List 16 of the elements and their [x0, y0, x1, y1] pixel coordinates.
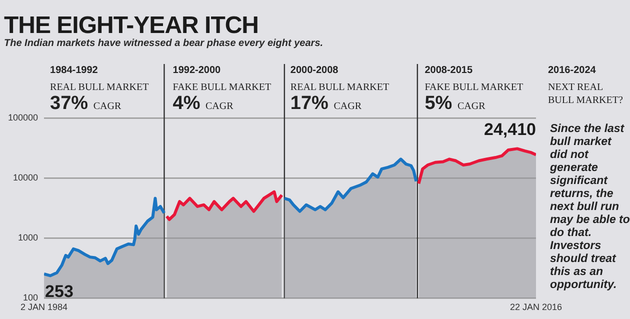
data-label: 253 — [45, 282, 74, 302]
y-tick-label: 100000 — [8, 112, 38, 122]
text: 2008-2015 FAKE BULL MARKET 5% CAGR — [424, 64, 524, 114]
chart-title: THE EIGHT-YEAR ITCH — [4, 12, 259, 39]
y-tick-label: 1000 — [18, 232, 38, 243]
text: 1992-2000 FAKE BULL MARKET 4% CAGR — [172, 64, 272, 114]
text: 1984-1992 REAL BULL MARKET 37% CAGR — [50, 64, 149, 114]
x-tick-label: 22 JAN 2016 — [510, 302, 562, 312]
text: 2000-2008 REAL BULL MARKET 17% CAGR — [290, 64, 390, 114]
text: Since the last bull market did not generate significant returns, the next bull run may be able to do that. Investors should treat this as an opportunity. — [550, 123, 630, 291]
y-tick-label: 100 — [23, 292, 38, 303]
text: 2016-2024 NEXT REAL BULL MARKET? — [548, 64, 623, 107]
y-tick-label: 10000 — [13, 172, 38, 183]
chart-subtitle: The Indian markets have witnessed a bear phase every eight years. — [4, 38, 324, 49]
data-label: 24,410 — [484, 120, 536, 139]
x-tick-label: 2 JAN 1984 — [20, 302, 68, 312]
